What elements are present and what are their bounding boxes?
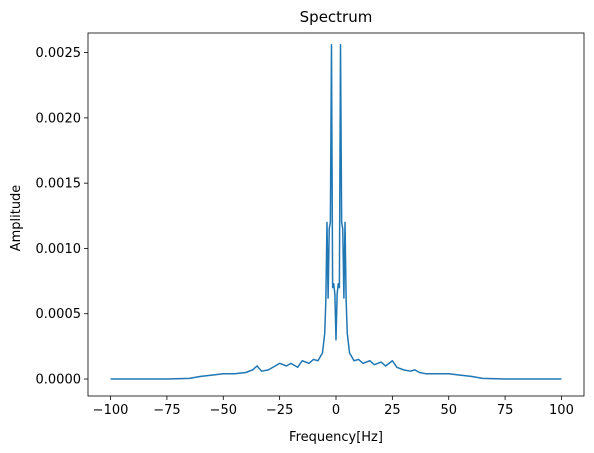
x-tick-label: −75 (153, 403, 180, 418)
plot-area: −100 −75 −50 −25 0 25 50 75 100 0.0000 0.0005 0.001… (36, 32, 585, 418)
x-tick-label: −100 (93, 403, 129, 418)
spectrum-line (110, 44, 562, 380)
x-tick-label: 100 (549, 403, 574, 418)
x-tick-label: 75 (497, 403, 514, 418)
y-tick-label: 0.0010 (36, 242, 82, 257)
x-tick-label: 50 (440, 403, 457, 418)
y-axis-label: Amplitude (9, 185, 24, 252)
x-axis-label: Frequency[Hz] (289, 430, 383, 445)
chart-title: Spectrum (300, 8, 373, 26)
x-tick-label: 25 (384, 403, 401, 418)
y-tick-label: 0.0015 (36, 177, 82, 192)
y-tick-label: 0.0005 (36, 307, 82, 322)
y-tick-label: 0.0000 (36, 373, 82, 388)
y-tick-label: 0.0025 (36, 46, 82, 61)
x-tick-label: 0 (332, 403, 340, 418)
plot-frame (87, 32, 585, 397)
x-tick-label: −50 (210, 403, 237, 418)
x-tick-label: −25 (266, 403, 293, 418)
y-tick-label: 0.0020 (36, 111, 82, 126)
